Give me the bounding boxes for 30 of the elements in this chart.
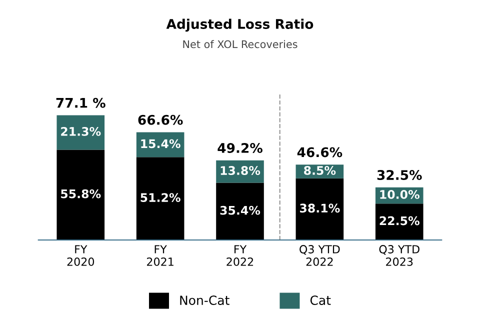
legend-label: Cat [310,296,331,305]
x-tick-label: FY 2021 [146,245,174,266]
data-label: 35.4% [220,206,260,215]
bar [56,115,105,150]
total-label: 77.1 % [56,98,106,108]
data-label: 13.8% [220,166,260,175]
data-label: 51.2% [140,193,180,202]
data-label: 15.4% [141,139,180,148]
chart-title: Adjusted Loss Ratio [166,18,314,32]
x-tick-label: Q3 YTD 2022 [300,245,340,266]
data-label: 22.5% [380,216,420,226]
bar [136,157,184,240]
chart-subtitle: Net of XOL Recoveries [183,40,298,48]
total-label: 32.5% [377,170,422,180]
legend-label: Non-Cat [180,296,230,305]
total-label: 46.6% [297,147,342,158]
total-label: 66.6% [138,114,183,125]
bar [296,178,344,240]
data-label: 38.1% [300,204,340,213]
data-label: 8.5% [304,166,336,175]
x-tick-label: Q3 YTD 2023 [379,245,420,266]
bar [375,204,424,240]
bar [216,182,264,240]
total-label: 49.2% [218,143,262,153]
data-label: 55.8% [61,189,101,198]
data-label: 21.3% [61,126,101,136]
data-label: 10.0% [380,190,420,199]
bar [56,150,105,240]
x-tick-label: FY 2020 [67,245,94,266]
x-tick-label: FY 2022 [226,245,254,266]
